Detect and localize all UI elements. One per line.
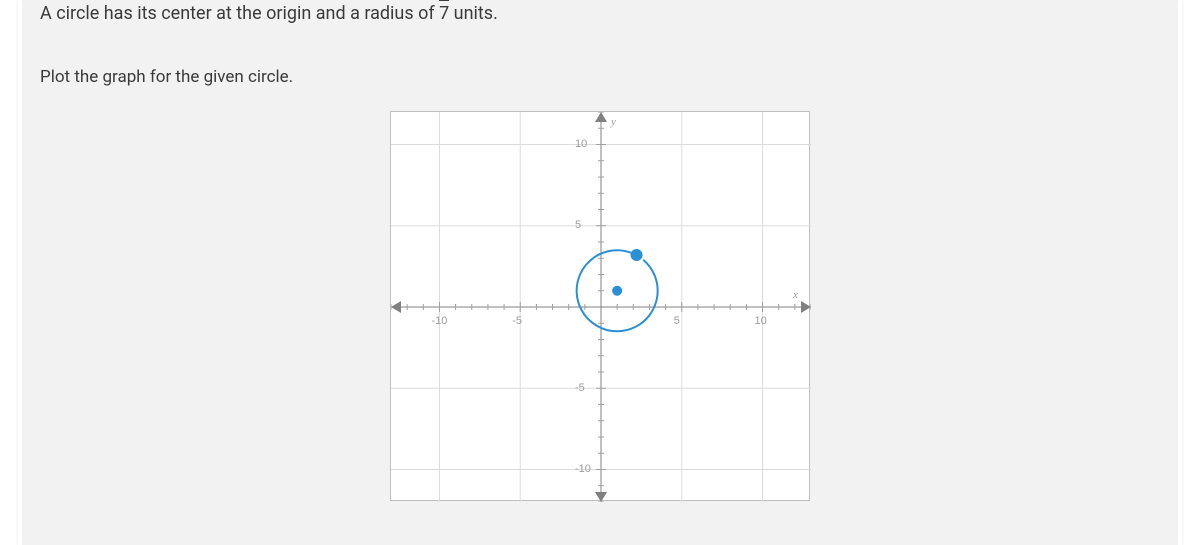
- coordinate-plot[interactable]: y x -10 -5 5 10 10 5 -5 -10: [390, 111, 810, 501]
- q-line1-prefix: A circle has its center at the origin an…: [40, 3, 439, 24]
- x-tick-label: -10: [431, 315, 447, 327]
- question-text-line1: A circle has its center at the origin an…: [22, 0, 1178, 25]
- q-radius-number: 7: [439, 0, 449, 25]
- x-tick-label: 5: [674, 315, 680, 327]
- question-text-line2: Plot the graph for the given circle.: [22, 25, 1178, 107]
- question-inner: A circle has its center at the origin an…: [22, 0, 1178, 501]
- y-tick-label: -5: [575, 382, 585, 394]
- y-tick-label: 10: [575, 138, 587, 150]
- y-tick-label: 5: [575, 219, 581, 231]
- y-tick-label: -10: [575, 463, 591, 475]
- x-axis-label: x: [793, 289, 798, 301]
- x-tick-label: 10: [755, 315, 767, 327]
- page-wrapper: A circle has its center at the origin an…: [0, 0, 1200, 545]
- question-card: A circle has its center at the origin an…: [22, 0, 1178, 545]
- plot-svg[interactable]: [391, 112, 811, 502]
- content-shadow: A circle has its center at the origin an…: [18, 0, 1182, 545]
- y-axis-label: y: [611, 116, 616, 128]
- x-tick-label: -5: [512, 315, 522, 327]
- plot-wrapper: y x -10 -5 5 10 10 5 -5 -10: [22, 107, 1178, 501]
- q-line1-suffix: units.: [449, 3, 498, 24]
